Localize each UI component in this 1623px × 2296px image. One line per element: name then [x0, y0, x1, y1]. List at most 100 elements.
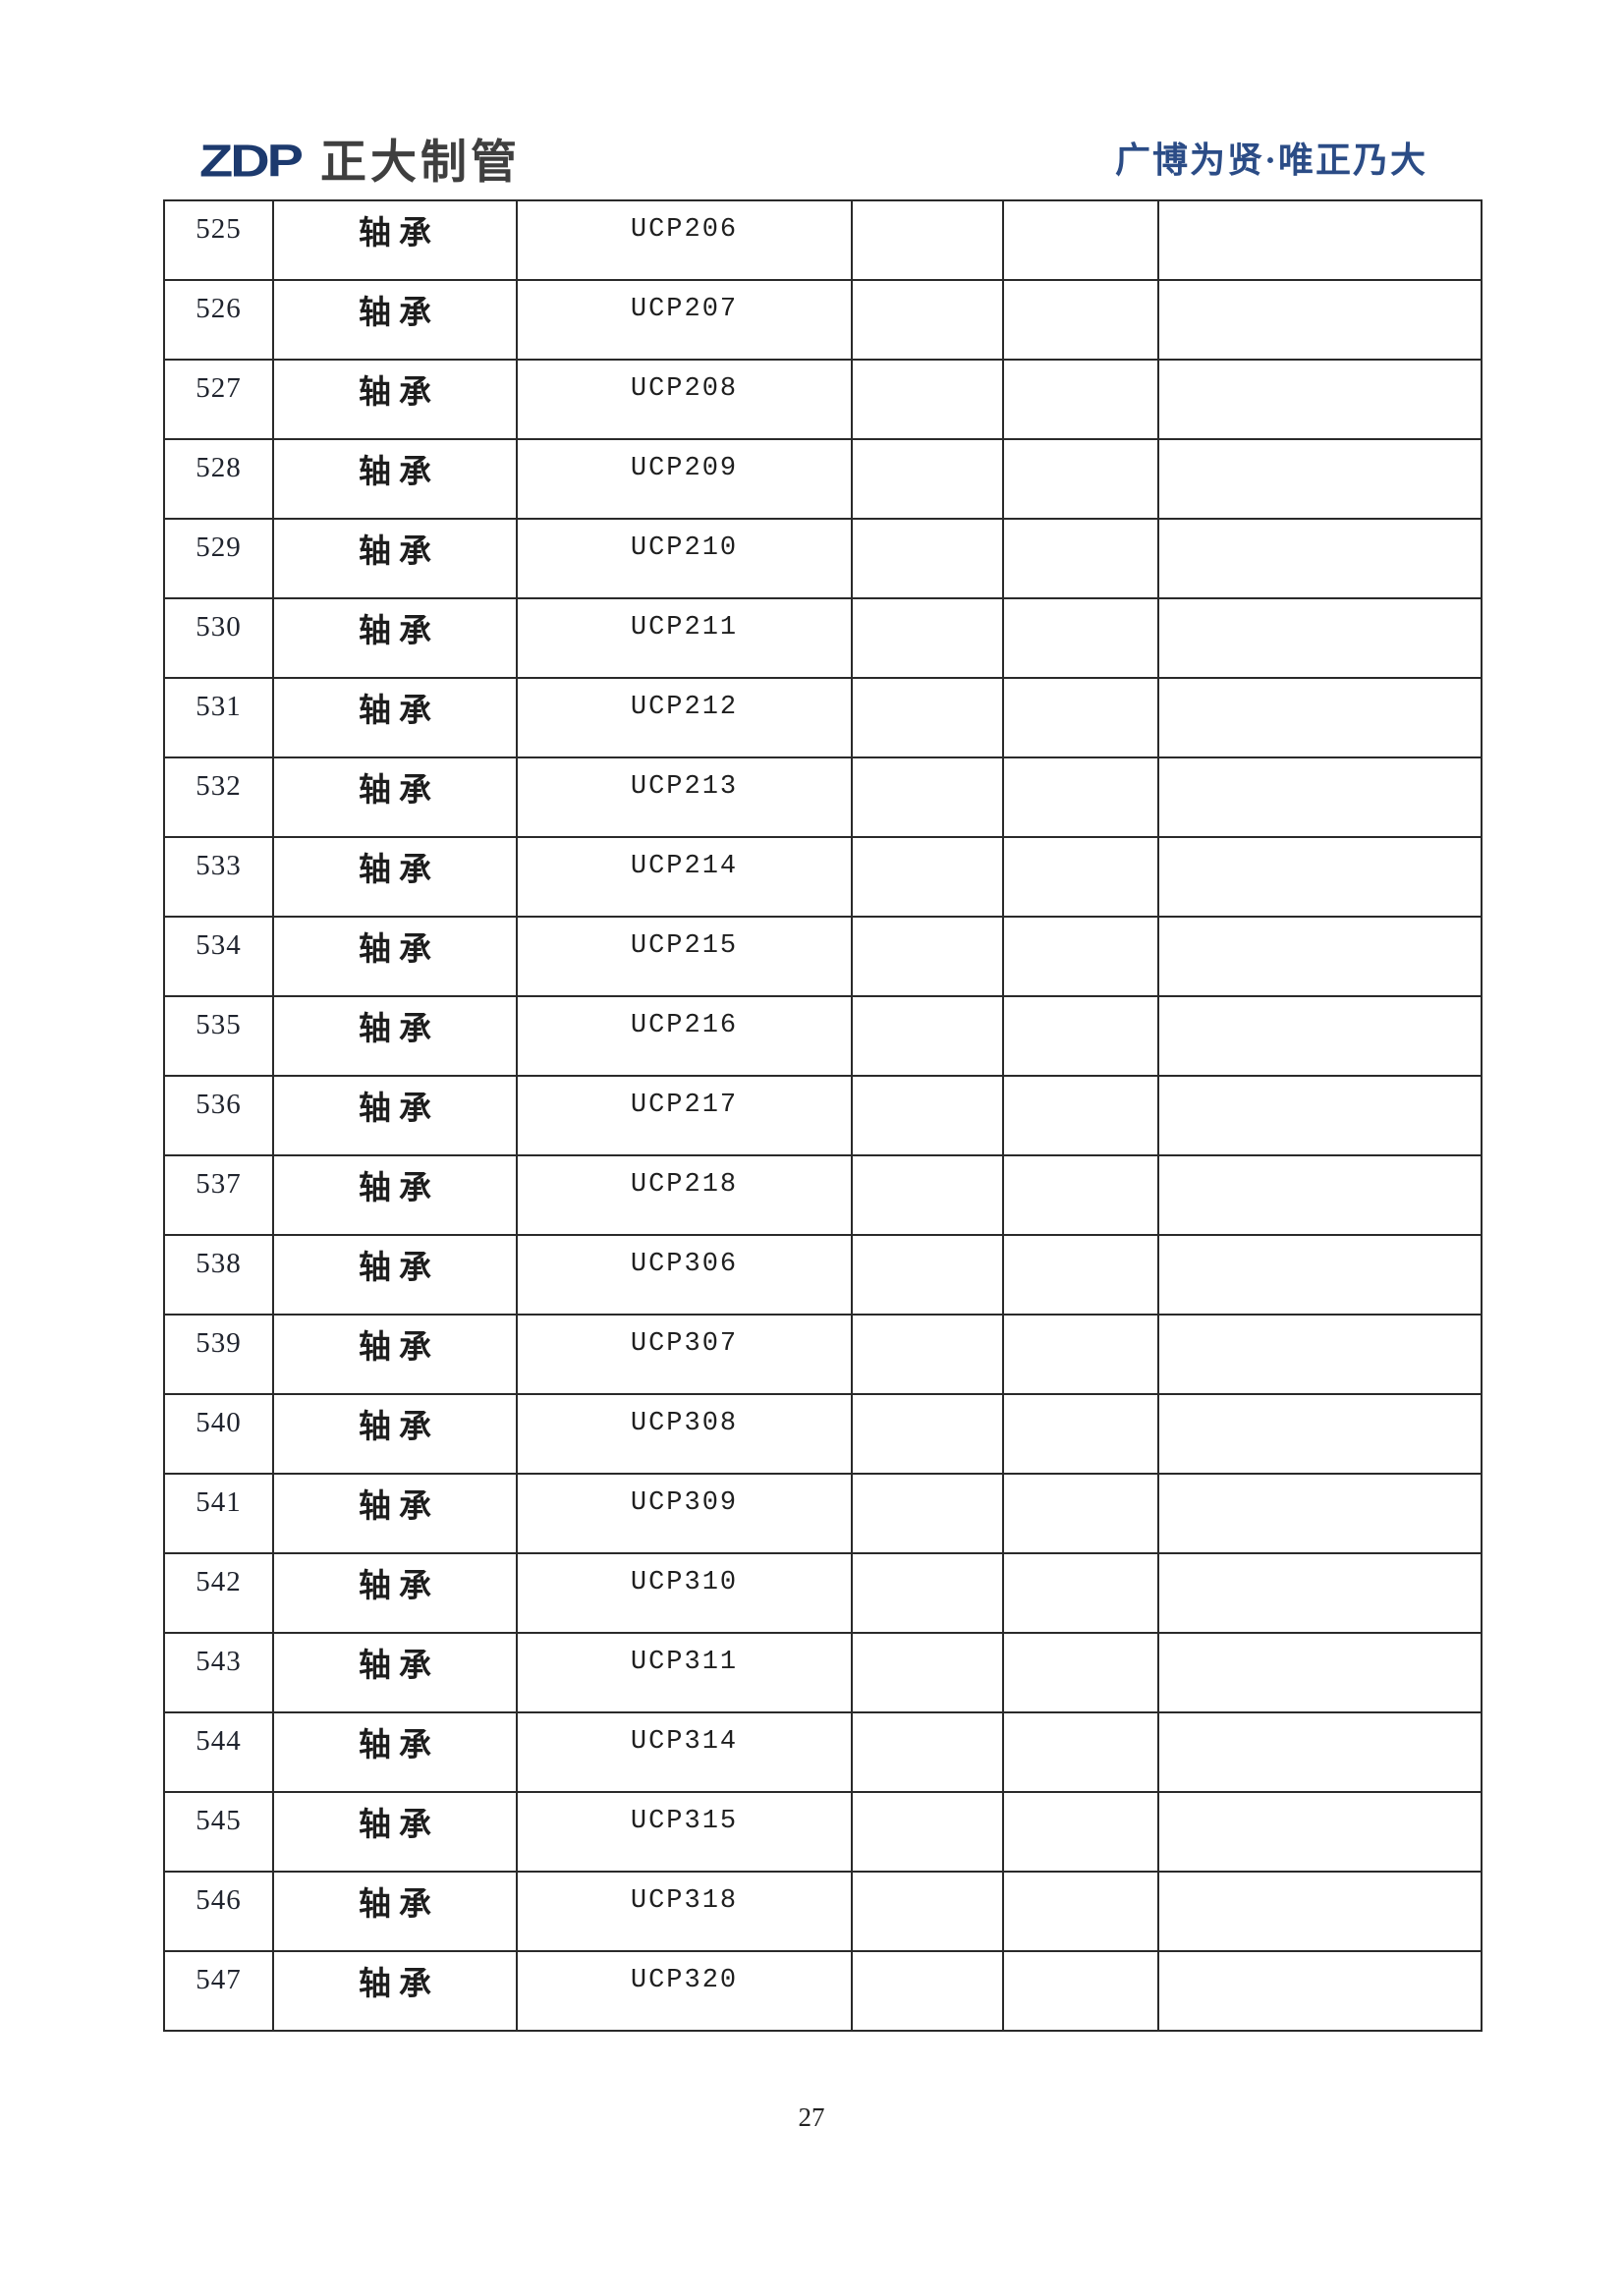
- row-number-cell: 527: [163, 359, 274, 440]
- empty-cell: [851, 279, 1004, 361]
- model-code-cell: UCP311: [516, 1632, 853, 1713]
- table-row: 543 轴承 UCP311: [163, 1632, 1483, 1713]
- empty-cell: [1002, 1950, 1159, 2032]
- empty-cell: [851, 1871, 1004, 1952]
- table-row: 538 轴承 UCP306: [163, 1234, 1483, 1316]
- parts-table: 525 轴承 UCP206 526 轴承 UCP207 527 轴承 UCP20…: [163, 199, 1483, 2032]
- row-number-cell: 539: [163, 1314, 274, 1395]
- empty-cell: [851, 1552, 1004, 1634]
- table-row: 545 轴承 UCP315: [163, 1791, 1483, 1873]
- item-name-cell: 轴承: [272, 359, 518, 440]
- header-brand: ZDP 正大制管: [199, 136, 521, 187]
- empty-cell: [1157, 1950, 1483, 2032]
- table-row: 531 轴承 UCP212: [163, 677, 1483, 758]
- row-number-cell: 525: [163, 199, 274, 281]
- empty-cell: [851, 1393, 1004, 1475]
- item-name-cell: 轴承: [272, 597, 518, 679]
- empty-cell: [851, 995, 1004, 1077]
- empty-cell: [1002, 1711, 1159, 1793]
- row-number-cell: 541: [163, 1473, 274, 1554]
- model-code-cell: UCP206: [516, 199, 853, 281]
- model-code-cell: UCP308: [516, 1393, 853, 1475]
- empty-cell: [1157, 279, 1483, 361]
- row-number-cell: 532: [163, 756, 274, 838]
- empty-cell: [1157, 518, 1483, 599]
- model-code-cell: UCP207: [516, 279, 853, 361]
- table-row: 534 轴承 UCP215: [163, 916, 1483, 997]
- table-row: 529 轴承 UCP210: [163, 518, 1483, 599]
- empty-cell: [851, 1314, 1004, 1395]
- model-code-cell: UCP209: [516, 438, 853, 520]
- empty-cell: [1002, 597, 1159, 679]
- item-name-cell: 轴承: [272, 1871, 518, 1952]
- empty-cell: [1002, 1234, 1159, 1316]
- row-number-cell: 535: [163, 995, 274, 1077]
- item-name-cell: 轴承: [272, 1075, 518, 1156]
- table-row: 532 轴承 UCP213: [163, 756, 1483, 838]
- model-code-cell: UCP211: [516, 597, 853, 679]
- item-name-cell: 轴承: [272, 1473, 518, 1554]
- empty-cell: [1157, 1154, 1483, 1236]
- model-code-cell: UCP306: [516, 1234, 853, 1316]
- empty-cell: [851, 1075, 1004, 1156]
- item-name-cell: 轴承: [272, 677, 518, 758]
- row-number-cell: 526: [163, 279, 274, 361]
- empty-cell: [851, 1234, 1004, 1316]
- empty-cell: [851, 359, 1004, 440]
- empty-cell: [1002, 836, 1159, 918]
- model-code-cell: UCP214: [516, 836, 853, 918]
- empty-cell: [851, 518, 1004, 599]
- model-code-cell: UCP208: [516, 359, 853, 440]
- empty-cell: [1002, 995, 1159, 1077]
- model-code-cell: UCP212: [516, 677, 853, 758]
- empty-cell: [851, 756, 1004, 838]
- empty-cell: [851, 1473, 1004, 1554]
- table-row: 547 轴承 UCP320: [163, 1950, 1483, 2032]
- empty-cell: [1157, 1234, 1483, 1316]
- model-code-cell: UCP310: [516, 1552, 853, 1634]
- model-code-cell: UCP315: [516, 1791, 853, 1873]
- empty-cell: [1002, 199, 1159, 281]
- item-name-cell: 轴承: [272, 1791, 518, 1873]
- empty-cell: [851, 1632, 1004, 1713]
- table-row: 525 轴承 UCP206: [163, 199, 1483, 281]
- item-name-cell: 轴承: [272, 1950, 518, 2032]
- item-name-cell: 轴承: [272, 438, 518, 520]
- empty-cell: [1157, 438, 1483, 520]
- item-name-cell: 轴承: [272, 1234, 518, 1316]
- table-row: 530 轴承 UCP211: [163, 597, 1483, 679]
- row-number-cell: 528: [163, 438, 274, 520]
- empty-cell: [1157, 199, 1483, 281]
- row-number-cell: 530: [163, 597, 274, 679]
- table-row: 539 轴承 UCP307: [163, 1314, 1483, 1395]
- item-name-cell: 轴承: [272, 836, 518, 918]
- empty-cell: [1002, 518, 1159, 599]
- empty-cell: [851, 1711, 1004, 1793]
- model-code-cell: UCP215: [516, 916, 853, 997]
- empty-cell: [1157, 1473, 1483, 1554]
- table-row: 544 轴承 UCP314: [163, 1711, 1483, 1793]
- empty-cell: [1002, 1393, 1159, 1475]
- row-number-cell: 540: [163, 1393, 274, 1475]
- empty-cell: [851, 1950, 1004, 2032]
- empty-cell: [1002, 279, 1159, 361]
- empty-cell: [1157, 1871, 1483, 1952]
- table-row: 528 轴承 UCP209: [163, 438, 1483, 520]
- empty-cell: [1157, 836, 1483, 918]
- table-row: 541 轴承 UCP309: [163, 1473, 1483, 1554]
- empty-cell: [1002, 916, 1159, 997]
- table-row: 526 轴承 UCP207: [163, 279, 1483, 361]
- row-number-cell: 538: [163, 1234, 274, 1316]
- empty-cell: [1157, 995, 1483, 1077]
- row-number-cell: 544: [163, 1711, 274, 1793]
- model-code-cell: UCP309: [516, 1473, 853, 1554]
- row-number-cell: 537: [163, 1154, 274, 1236]
- empty-cell: [1157, 1075, 1483, 1156]
- row-number-cell: 536: [163, 1075, 274, 1156]
- row-number-cell: 547: [163, 1950, 274, 2032]
- empty-cell: [1157, 359, 1483, 440]
- empty-cell: [851, 199, 1004, 281]
- item-name-cell: 轴承: [272, 1314, 518, 1395]
- model-code-cell: UCP307: [516, 1314, 853, 1395]
